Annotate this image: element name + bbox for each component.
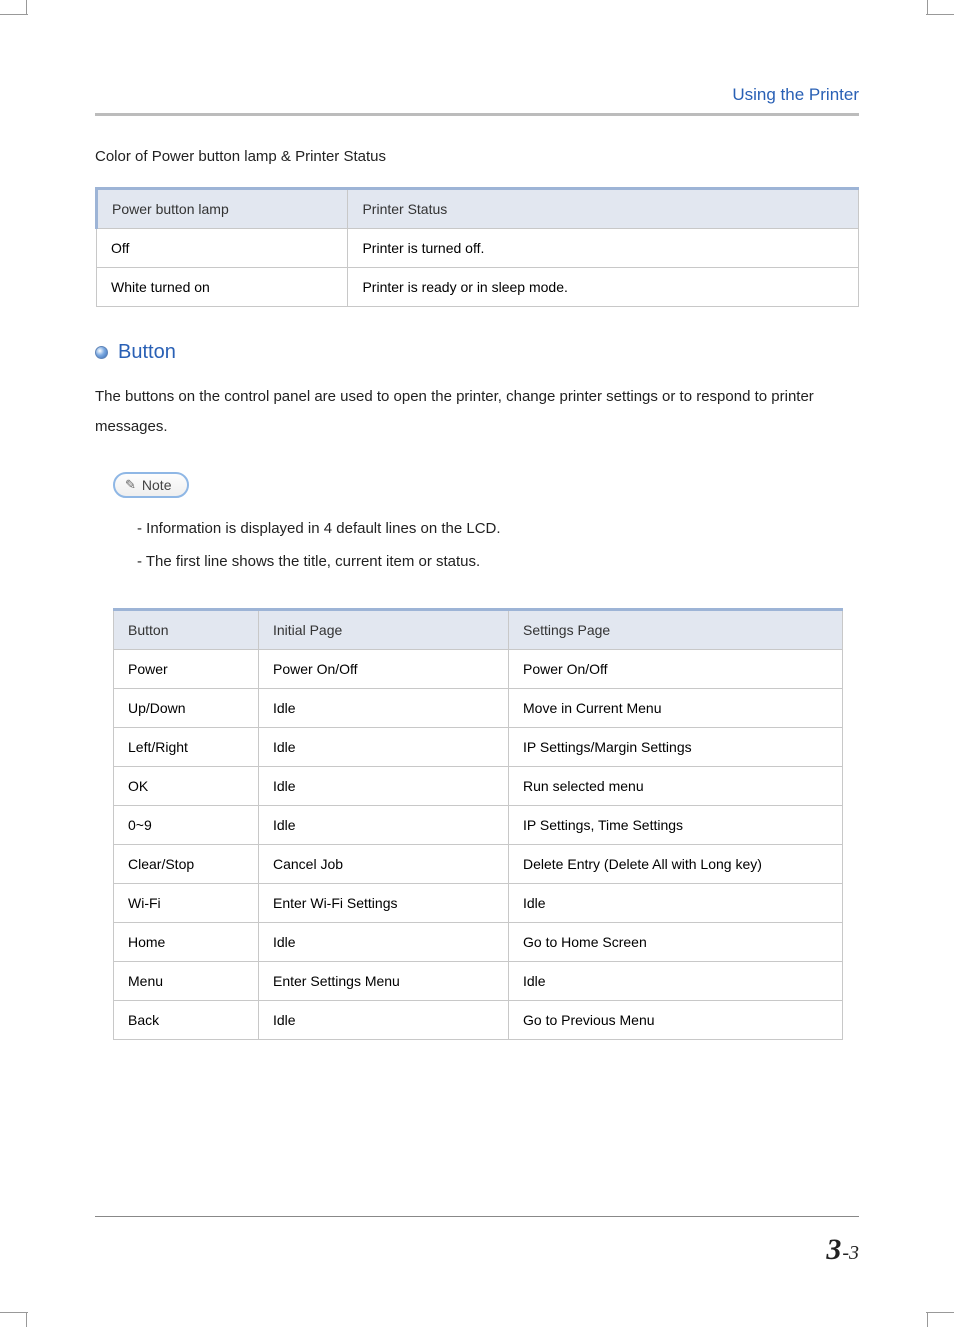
page-number: -3 [842, 1242, 859, 1265]
table-cell: White turned on [97, 268, 348, 307]
table-cell: Go to Previous Menu [509, 1001, 843, 1040]
table-header: Initial Page [259, 610, 509, 650]
table-cell: Idle [259, 689, 509, 728]
table-row: BackIdleGo to Previous Menu [114, 1001, 843, 1040]
table-cell: Printer is ready or in sleep mode. [348, 268, 859, 307]
table-cell: Idle [259, 728, 509, 767]
table-cell: Idle [259, 767, 509, 806]
table-row: Up/DownIdleMove in Current Menu [114, 689, 843, 728]
section-heading: Button [95, 341, 859, 364]
table-cell: Power On/Off [509, 650, 843, 689]
intro-text: Color of Power button lamp & Printer Sta… [95, 148, 859, 165]
section-title: Button [118, 341, 176, 364]
bullet-icon [95, 346, 108, 359]
table-cell: Go to Home Screen [509, 923, 843, 962]
table-cell: IP Settings/Margin Settings [509, 728, 843, 767]
table-cell: Idle [259, 923, 509, 962]
table-cell: Off [97, 229, 348, 268]
note-label: Note [142, 477, 172, 493]
table-row: Left/RightIdleIP Settings/Margin Setting… [114, 728, 843, 767]
table-cell: Up/Down [114, 689, 259, 728]
table-row: OffPrinter is turned off. [97, 229, 859, 268]
table-cell: Run selected menu [509, 767, 843, 806]
table-cell: 0~9 [114, 806, 259, 845]
table-row: 0~9IdleIP Settings, Time Settings [114, 806, 843, 845]
button-table: ButtonInitial PageSettings Page PowerPow… [113, 608, 843, 1040]
table-header: Button [114, 610, 259, 650]
table-cell: Idle [509, 884, 843, 923]
table-header: Power button lamp [97, 189, 348, 229]
section-body: The buttons on the control panel are use… [95, 382, 859, 442]
table-row: MenuEnter Settings MenuIdle [114, 962, 843, 1001]
table-cell: Move in Current Menu [509, 689, 843, 728]
table-row: PowerPower On/OffPower On/Off [114, 650, 843, 689]
table-cell: Back [114, 1001, 259, 1040]
breadcrumb: Using the Printer [732, 85, 859, 105]
status-table: Power button lampPrinter Status OffPrint… [95, 187, 859, 307]
table-row: HomeIdleGo to Home Screen [114, 923, 843, 962]
note-item: - The first line shows the title, curren… [137, 545, 859, 578]
table-cell: Enter Wi-Fi Settings [259, 884, 509, 923]
note-items: - Information is displayed in 4 default … [137, 512, 859, 578]
table-cell: Idle [259, 806, 509, 845]
page-footer: 3 -3 [95, 1216, 859, 1267]
table-cell: Clear/Stop [114, 845, 259, 884]
table-row: Wi-FiEnter Wi-Fi SettingsIdle [114, 884, 843, 923]
table-row: White turned onPrinter is ready or in sl… [97, 268, 859, 307]
table-cell: Printer is turned off. [348, 229, 859, 268]
note-badge: ✎ Note [113, 472, 189, 498]
table-row: Clear/StopCancel JobDelete Entry (Delete… [114, 845, 843, 884]
table-cell: IP Settings, Time Settings [509, 806, 843, 845]
table-cell: Wi-Fi [114, 884, 259, 923]
table-cell: OK [114, 767, 259, 806]
page-chapter: 3 [826, 1233, 841, 1267]
table-cell: Delete Entry (Delete All with Long key) [509, 845, 843, 884]
table-header: Settings Page [509, 610, 843, 650]
table-cell: Power On/Off [259, 650, 509, 689]
table-cell: Menu [114, 962, 259, 1001]
pencil-icon: ✎ [125, 477, 136, 493]
table-cell: Idle [509, 962, 843, 1001]
table-cell: Idle [259, 1001, 509, 1040]
table-row: OKIdleRun selected menu [114, 767, 843, 806]
table-cell: Cancel Job [259, 845, 509, 884]
table-cell: Enter Settings Menu [259, 962, 509, 1001]
table-header: Printer Status [348, 189, 859, 229]
table-cell: Home [114, 923, 259, 962]
table-cell: Power [114, 650, 259, 689]
table-cell: Left/Right [114, 728, 259, 767]
note-item: - Information is displayed in 4 default … [137, 512, 859, 545]
